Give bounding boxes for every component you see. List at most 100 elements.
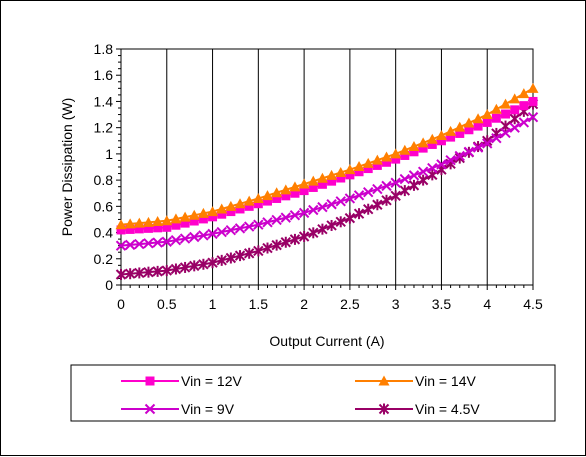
data-point — [481, 109, 493, 120]
data-point — [345, 170, 355, 180]
legend-label: Vin = 12V — [181, 373, 243, 389]
data-point — [134, 224, 144, 234]
data-point — [327, 176, 337, 186]
data-point — [290, 188, 300, 198]
data-point — [446, 132, 456, 142]
data-point — [372, 183, 383, 195]
data-point — [124, 268, 136, 280]
data-point — [482, 117, 492, 127]
data-point — [280, 236, 292, 248]
data-point — [271, 239, 282, 251]
legend-item: Vin = 9V — [121, 401, 235, 417]
x-tick-label: 1 — [209, 296, 217, 312]
data-point — [143, 238, 154, 249]
data-point — [298, 230, 310, 242]
x-tick-label: 1.5 — [249, 296, 269, 312]
y-tick-label: 0 — [105, 277, 113, 293]
data-point — [308, 204, 319, 216]
data-point — [207, 206, 219, 217]
data-point — [344, 164, 356, 175]
data-point — [400, 150, 410, 160]
legend-item: Vin = 14V — [355, 373, 477, 389]
tick-labels: 0 0.5 1 1.5 2 2.5 3 3.5 4 4.5 0 0.2 0.4 0.6 0.8 1 1.2 1.4… — [94, 41, 543, 312]
data-point — [500, 98, 512, 109]
data-point — [455, 128, 465, 138]
data-point — [409, 147, 419, 157]
data-point — [381, 180, 392, 192]
data-point — [390, 148, 402, 159]
data-point — [261, 190, 273, 201]
data-point — [399, 185, 411, 197]
data-point — [362, 157, 374, 168]
data-point — [436, 136, 446, 146]
data-point — [445, 125, 457, 136]
data-point — [363, 164, 373, 174]
x-tick-label: 0 — [117, 296, 125, 312]
data-point — [490, 103, 502, 114]
data-point — [124, 239, 136, 251]
x-tick-label: 2.5 — [340, 296, 360, 312]
data-point — [179, 233, 191, 244]
data-point — [262, 242, 273, 254]
data-point — [501, 109, 511, 119]
y-tick-label: 0.4 — [94, 225, 114, 241]
data-point — [171, 220, 181, 230]
data-point — [381, 151, 393, 162]
data-point — [464, 125, 474, 135]
data-point — [234, 250, 246, 262]
legend-label: Vin = 9V — [181, 401, 235, 417]
data-point — [280, 184, 292, 195]
data-point — [372, 160, 382, 170]
data-point — [207, 257, 218, 269]
data-point — [271, 214, 282, 226]
data-point — [134, 238, 145, 250]
data-point — [326, 169, 338, 180]
data-point — [189, 260, 200, 272]
data-point — [253, 199, 263, 209]
data-point — [217, 209, 227, 219]
legend: Vin = 12V Vin = 14V Vin = 9V Vin = 4.5V — [121, 373, 480, 417]
data-point — [353, 190, 365, 201]
data-point — [527, 111, 539, 123]
series-3 — [115, 111, 539, 251]
data-point — [336, 173, 346, 183]
data-point — [134, 267, 145, 279]
y-tick-label: 0.2 — [94, 251, 114, 267]
data-point — [427, 139, 437, 149]
data-point — [189, 231, 200, 243]
x-tick-label: 4 — [483, 296, 491, 312]
legend-item: Vin = 12V — [121, 373, 243, 389]
data-point — [299, 186, 309, 196]
data-point — [436, 159, 447, 170]
data-point — [179, 211, 191, 222]
data-point — [234, 198, 246, 209]
data-point — [170, 213, 182, 224]
data-point — [180, 218, 190, 228]
data-point — [326, 219, 337, 231]
data-point — [510, 105, 520, 115]
data-point — [115, 240, 127, 251]
data-point — [390, 190, 401, 202]
data-point — [208, 212, 218, 222]
data-point — [115, 219, 127, 230]
data-point — [408, 141, 420, 152]
data-point — [454, 150, 465, 162]
y-tick-label: 0.8 — [94, 172, 114, 188]
data-point — [473, 121, 483, 131]
legend-label: Vin = 14V — [415, 373, 477, 389]
series-line — [120, 87, 534, 226]
data-point — [463, 146, 475, 157]
data-point — [252, 192, 264, 203]
data-point — [179, 261, 191, 273]
data-point — [235, 204, 245, 214]
data-point — [417, 137, 429, 148]
data-point — [271, 187, 283, 198]
data-point — [509, 113, 520, 125]
data-point — [427, 162, 438, 174]
data-point — [125, 224, 135, 234]
data-point — [197, 207, 209, 218]
data-point — [509, 93, 521, 104]
data-point — [289, 181, 301, 192]
data-point — [225, 224, 237, 236]
